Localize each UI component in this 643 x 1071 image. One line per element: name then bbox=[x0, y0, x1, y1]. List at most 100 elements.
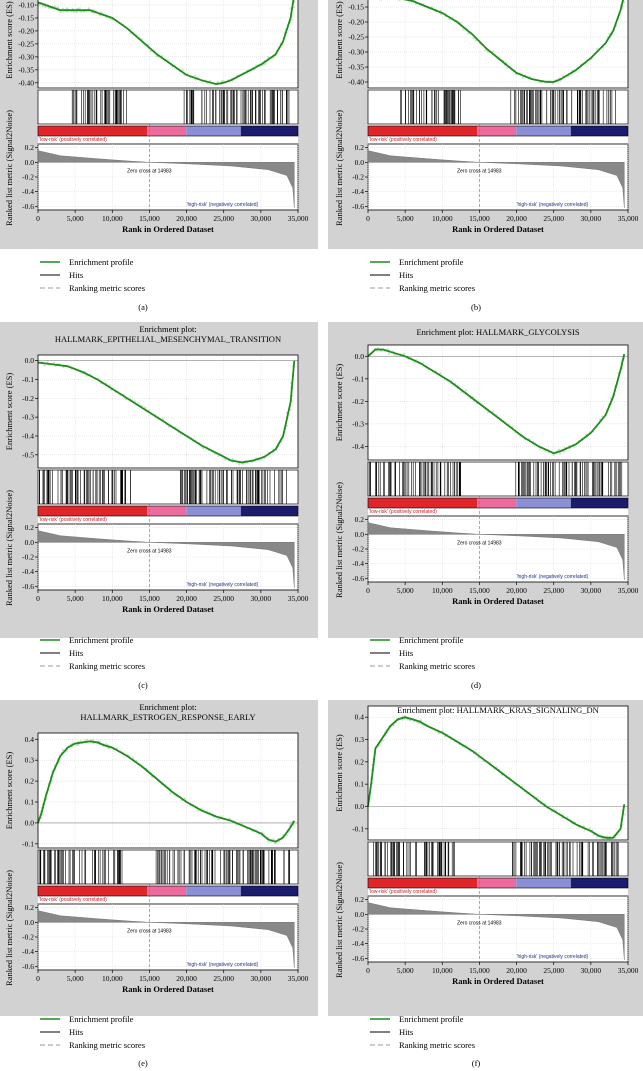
band-segment bbox=[186, 506, 241, 516]
es-haze-point bbox=[264, 62, 267, 65]
x-axis-label: Rank in Ordered Dataset bbox=[122, 224, 214, 234]
es-haze-point bbox=[289, 408, 292, 411]
es-frame bbox=[367, 0, 629, 89]
es-tick-label: -0.1 bbox=[352, 824, 364, 833]
es-tick-label: -0.3 bbox=[22, 413, 34, 422]
x-tick-label: 35,000 bbox=[288, 214, 309, 223]
x-tick-label: 15,000 bbox=[139, 214, 160, 223]
es-tick-label: 0.3 bbox=[355, 735, 365, 744]
panel-f: Enrichment plot: HALLMARK_KRAS_SIGNALING… bbox=[328, 700, 643, 1050]
band-frame bbox=[37, 505, 299, 517]
panel-d: Enrichment plot: HALLMARK_GLYCOLYSIS 0.0 -… bbox=[328, 322, 643, 671]
panel-b: -0.15-0.20-0.25-0.30-0.35-0.40Enrichment… bbox=[328, 0, 643, 293]
x-tick-label: 25,000 bbox=[543, 586, 564, 595]
es-haze-point bbox=[169, 792, 172, 795]
es-haze-point bbox=[75, 10, 78, 14]
metric-tick-label: 0.0 bbox=[355, 158, 365, 167]
es-haze-point bbox=[601, 415, 604, 418]
correlation-band bbox=[368, 126, 628, 136]
legend-ranking-label: Ranking metric scores bbox=[399, 1040, 475, 1050]
metric-tick-label: 0.0 bbox=[355, 530, 365, 539]
es-axis-label: Enrichment score (ES) bbox=[4, 752, 14, 830]
band-segment bbox=[516, 878, 571, 888]
metric-tick-label: -0.4 bbox=[352, 559, 364, 568]
es-haze-point bbox=[439, 372, 442, 375]
metric-tick-label: -0.6 bbox=[352, 202, 364, 211]
metric-tick-label: 0.2 bbox=[25, 143, 35, 152]
es-haze-point bbox=[149, 50, 152, 53]
panel-caption: (c) bbox=[138, 680, 148, 690]
high-risk-label: 'high-risk' (negatively correlated) bbox=[517, 574, 589, 580]
metric-tick-label: -0.2 bbox=[22, 933, 34, 942]
es-haze-point bbox=[290, 18, 293, 21]
panel-caption: (a) bbox=[138, 302, 148, 312]
x-tick-label: 20,000 bbox=[176, 594, 197, 603]
band-segment bbox=[570, 878, 628, 888]
es-haze-point bbox=[217, 817, 220, 821]
es-haze-point bbox=[464, 389, 467, 392]
es-haze-point bbox=[267, 55, 270, 59]
band-segment bbox=[147, 126, 187, 136]
enrichment-profile-line bbox=[37, 740, 296, 843]
metric-axis-label: Ranked list metric (Signal2Noise) bbox=[334, 482, 344, 598]
hits-frame bbox=[367, 841, 629, 877]
metric-tick-label: -0.4 bbox=[352, 939, 364, 948]
es-frame bbox=[37, 732, 299, 849]
es-haze-point bbox=[387, 352, 390, 355]
band-segment bbox=[570, 498, 628, 508]
chart-title: Enrichment plot: HALLMARK_KRAS_SIGNALING… bbox=[397, 705, 599, 715]
high-risk-label: 'high-risk' (negatively correlated) bbox=[187, 962, 259, 968]
x-tick-label: 10,000 bbox=[432, 214, 453, 223]
legend-ranking-label: Ranking metric scores bbox=[69, 1040, 145, 1050]
es-haze-point bbox=[85, 374, 88, 377]
es-haze-point bbox=[59, 10, 62, 13]
band-frame bbox=[37, 125, 299, 137]
es-tick-label: -0.30 bbox=[348, 48, 364, 57]
es-tick-label: -0.25 bbox=[18, 39, 34, 48]
es-frame bbox=[37, 0, 299, 89]
band-segment bbox=[38, 126, 148, 136]
zero-cross-label: Zero cross at 14983 bbox=[127, 928, 172, 934]
enrichment-profile-line bbox=[37, 0, 295, 86]
x-tick-label: 30,000 bbox=[251, 974, 272, 983]
es-haze-point bbox=[66, 7, 69, 10]
x-tick-label: 0 bbox=[366, 966, 370, 975]
es-haze-point bbox=[606, 835, 609, 838]
x-axis-label: Rank in Ordered Dataset bbox=[452, 224, 544, 234]
band-segment bbox=[38, 886, 148, 896]
band-segment bbox=[38, 506, 148, 516]
x-tick-label: 5,000 bbox=[397, 214, 414, 223]
es-tick-label: -0.40 bbox=[18, 78, 34, 87]
es-haze-point bbox=[551, 82, 554, 85]
metric-axis-label: Ranked list metric (Signal2Noise) bbox=[4, 110, 14, 226]
legend-ranking-label: Ranking metric scores bbox=[69, 661, 145, 671]
x-tick-label: 20,000 bbox=[506, 966, 527, 975]
es-haze-point bbox=[558, 448, 561, 451]
x-axis-label: Rank in Ordered Dataset bbox=[452, 976, 544, 986]
band-segment bbox=[368, 878, 478, 888]
es-tick-label: 0.4 bbox=[355, 713, 365, 722]
band-frame bbox=[367, 125, 629, 137]
correlation-band bbox=[368, 498, 628, 508]
x-tick-label: 15,000 bbox=[139, 594, 160, 603]
metric-tick-label: 0.0 bbox=[25, 158, 35, 167]
es-tick-label: -0.40 bbox=[348, 78, 364, 87]
es-haze-point bbox=[267, 840, 270, 843]
es-axis-label: Enrichment score (ES) bbox=[334, 1, 344, 79]
panel-e: Enrichment plot:HALLMARK_ESTROGEN_RESPON… bbox=[0, 700, 318, 1050]
metric-tick-label: -0.2 bbox=[352, 925, 364, 934]
legend-profile-label: Enrichment profile bbox=[399, 257, 464, 267]
low-risk-label: 'low-risk' (positively correlated) bbox=[39, 517, 107, 523]
high-risk-label: 'high-risk' (negatively correlated) bbox=[517, 954, 589, 960]
legend-ranking-label: Ranking metric scores bbox=[399, 661, 475, 671]
x-tick-label: 0 bbox=[36, 594, 40, 603]
band-segment bbox=[240, 506, 298, 516]
enrichment-profile-line bbox=[403, 0, 624, 83]
low-risk-label: 'low-risk' (positively correlated) bbox=[369, 509, 437, 515]
x-tick-label: 30,000 bbox=[581, 966, 602, 975]
metric-tick-label: -0.2 bbox=[352, 173, 364, 182]
es-tick-label: 0.0 bbox=[355, 352, 365, 361]
es-tick-label: -0.4 bbox=[22, 431, 34, 440]
band-segment bbox=[477, 878, 517, 888]
legend-hits-label: Hits bbox=[399, 270, 413, 280]
